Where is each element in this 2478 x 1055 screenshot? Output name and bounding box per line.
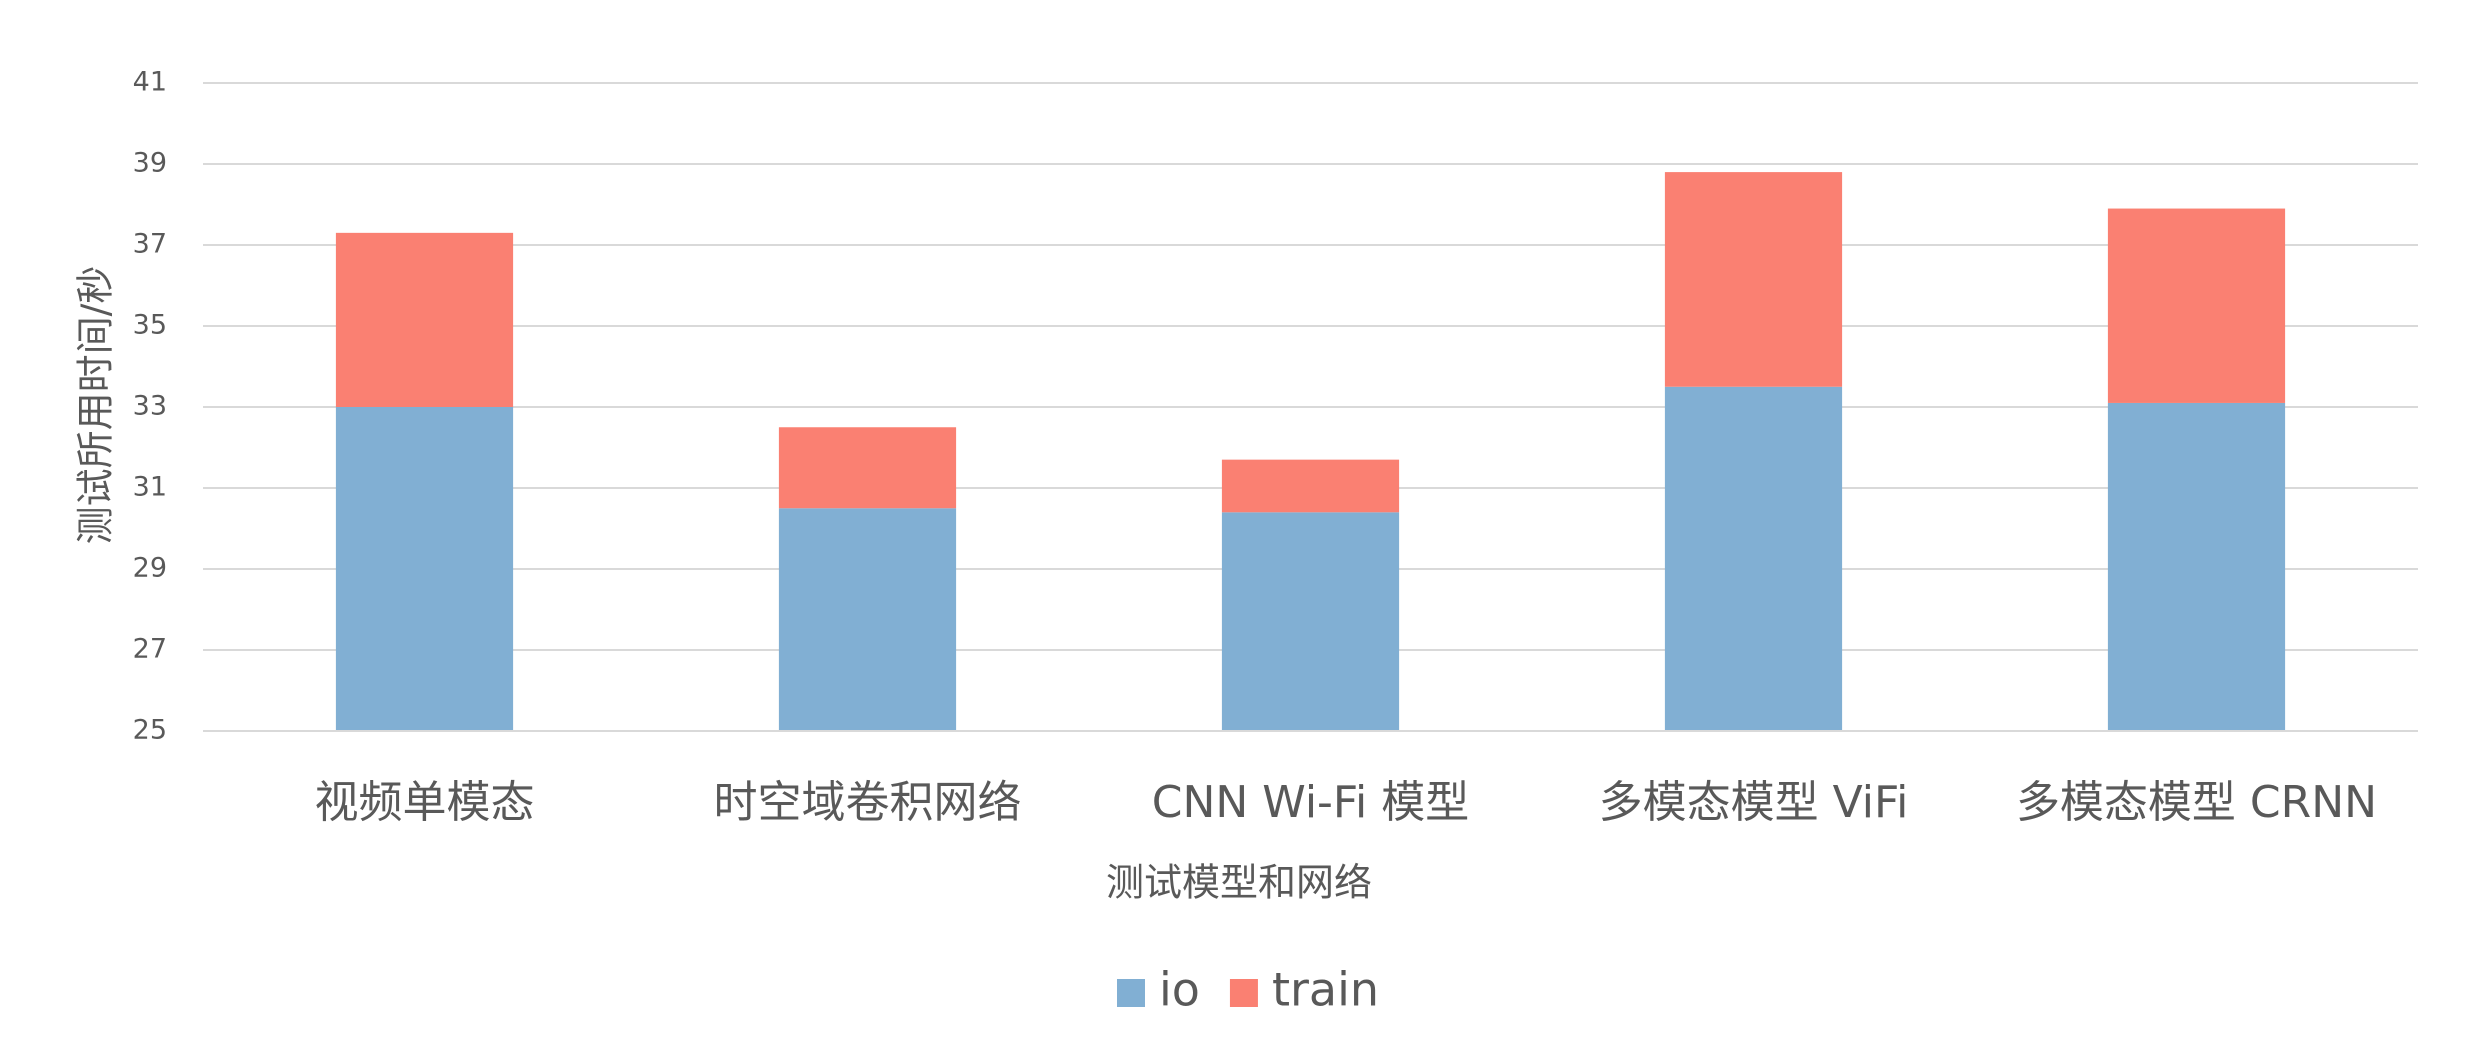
legend-label: train [1272,963,1379,1017]
legend-swatch [1117,979,1145,1007]
bar-segment [2107,208,2286,403]
x-tick-label: 多模态模型 ViFi [1599,777,1909,828]
bar-segment [335,407,514,731]
bar-segment [2107,402,2286,731]
x-tick-label: 多模态模型 CRNN [2016,777,2377,828]
y-tick-label: 35 [133,310,167,341]
bar-segment [778,427,957,509]
x-tick-label: 时空域卷积网络 [714,777,1022,828]
y-tick-label: 25 [133,715,167,746]
bar-segment [778,508,957,731]
bar-segment [335,232,514,407]
x-tick-label: CNN Wi-Fi 模型 [1152,777,1470,828]
legend-label: io [1159,963,1200,1017]
y-tick-label: 37 [133,229,167,260]
x-tick-label: 视频单模态 [315,777,535,828]
bar-segment [1664,172,1843,387]
y-tick-label: 27 [133,634,167,665]
y-tick-label: 33 [133,391,167,422]
y-tick-label: 41 [133,67,167,98]
x-axis-title: 测试模型和网络 [1106,861,1372,905]
bar-segment [1664,386,1843,731]
legend-swatch [1229,979,1258,1007]
bar-segment [1221,459,1400,513]
bar-segment [1221,512,1400,731]
y-tick-label: 29 [133,553,167,584]
y-tick-label: 31 [133,472,167,503]
y-tick-label: 39 [133,148,167,179]
y-axis-title: 测试所用时间/秒 [74,266,118,545]
